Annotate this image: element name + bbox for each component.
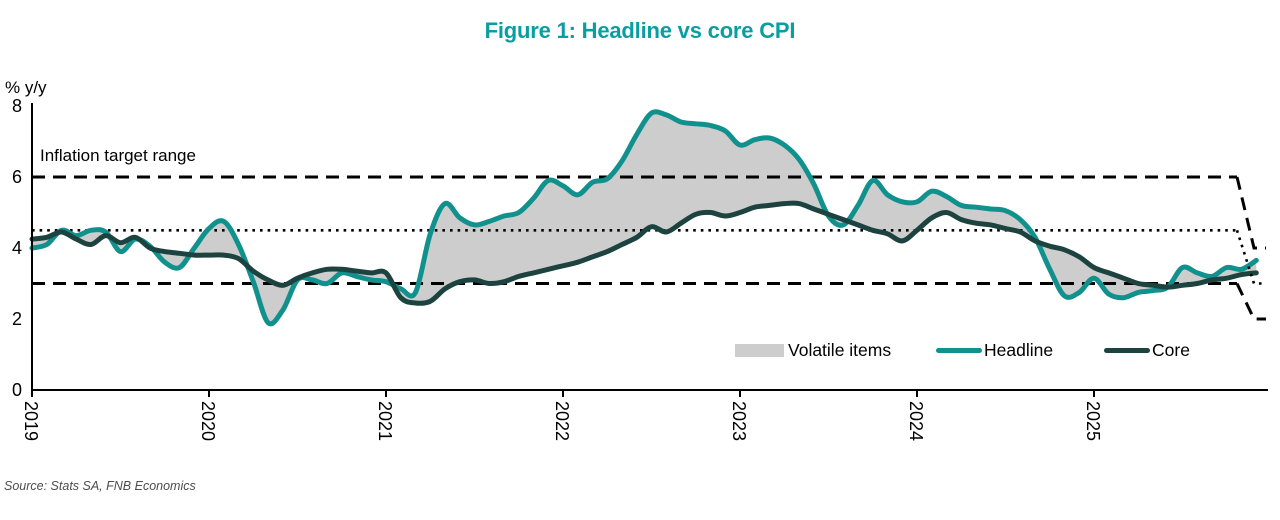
legend-item-core: Core: [1104, 339, 1190, 360]
y-tick-label: 6: [12, 167, 22, 187]
x-tick-label: 2021: [375, 401, 395, 441]
legend-label-core: Core: [1152, 339, 1190, 360]
x-tick-label: 2023: [729, 401, 749, 441]
legend-item-headline: Headline: [936, 339, 1054, 360]
x-tick-label: 2024: [906, 401, 926, 441]
volatile-items-swatch: [735, 343, 784, 357]
inflation-target-range-label: Inflation target range: [40, 146, 196, 165]
y-tick-label: 0: [12, 380, 22, 400]
x-tick-label: 2022: [552, 401, 572, 441]
source-note: Source: Stats SA, FNB Economics: [4, 479, 196, 493]
core-swatch: [1104, 347, 1150, 353]
legend-label-volatile-items: Volatile items: [788, 339, 892, 360]
x-tick-label: 2019: [21, 401, 41, 441]
legend-label-headline: Headline: [984, 339, 1054, 360]
y-tick-label: 2: [12, 309, 22, 329]
x-tick-label: 2025: [1083, 401, 1103, 441]
target-upper-drop: [1235, 176, 1266, 250]
headline-line: [29, 109, 1259, 327]
figure-title: Figure 1: Headline vs core CPI: [484, 18, 796, 43]
volatile-items-fill: [32, 111, 1257, 324]
y-tick-label: 8: [12, 96, 22, 116]
legend-item-volatile-items: Volatile items: [735, 339, 892, 360]
headline-swatch: [936, 347, 982, 353]
y-tick-label: 4: [12, 238, 22, 258]
y-axis-unit-label: % y/y: [5, 78, 47, 97]
core-line: [29, 200, 1259, 306]
target-lower-drop: [1235, 282, 1266, 321]
x-tick-label: 2020: [198, 401, 218, 441]
